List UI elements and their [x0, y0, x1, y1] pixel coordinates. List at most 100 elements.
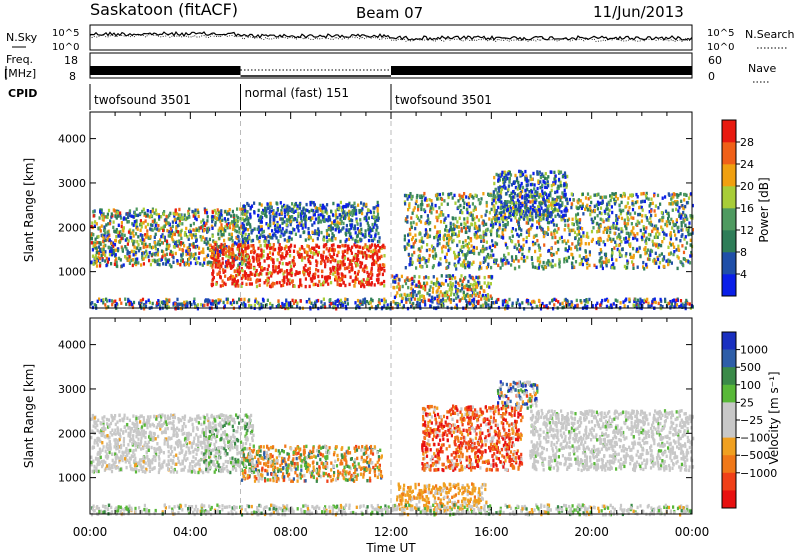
- heatmap-cell: [167, 221, 170, 225]
- heatmap-cell: [232, 263, 235, 267]
- heatmap-cell: [466, 216, 469, 221]
- heatmap-cell: [644, 194, 648, 198]
- heatmap-cell: [554, 207, 557, 211]
- heatmap-cell: [544, 199, 547, 203]
- heatmap-cell: [336, 267, 339, 271]
- heatmap-cell: [536, 191, 539, 195]
- heatmap-cell: [432, 264, 435, 268]
- heatmap-cell: [606, 207, 609, 211]
- heatmap-cell: [480, 266, 483, 270]
- heatmap-cell: [538, 212, 541, 217]
- heatmap-cell: [446, 290, 449, 294]
- heatmap-cell: [443, 233, 447, 237]
- heatmap-cell: [108, 238, 111, 242]
- heatmap-cell: [278, 243, 281, 247]
- heatmap-cell: [371, 273, 374, 277]
- heatmap-cell: [673, 245, 676, 249]
- heatmap-cell: [114, 259, 117, 263]
- heatmap-cell: [492, 192, 495, 197]
- heatmap-cell: [512, 259, 515, 263]
- heatmap-cell: [554, 263, 557, 267]
- heatmap-cell: [288, 239, 291, 243]
- heatmap-cell: [269, 271, 272, 275]
- heatmap-cell: [212, 217, 215, 221]
- heatmap-cell: [307, 227, 310, 231]
- heatmap-cell: [408, 205, 411, 209]
- heatmap-cell: [278, 212, 281, 217]
- heatmap-cell: [478, 290, 481, 295]
- heatmap-cell: [161, 255, 164, 259]
- heatmap-cell: [313, 221, 316, 225]
- heatmap-cell: [207, 260, 210, 264]
- heatmap-cell: [260, 227, 263, 232]
- heatmap-cell: [551, 235, 554, 240]
- heatmap-cell: [246, 265, 249, 269]
- heatmap-cell: [288, 281, 291, 286]
- heatmap-cell: [416, 258, 419, 262]
- heatmap-cell: [314, 231, 317, 236]
- heatmap-cell: [283, 275, 286, 279]
- heatmap-cell: [538, 201, 541, 205]
- heatmap-cell: [455, 255, 458, 259]
- heatmap-cell: [244, 227, 247, 232]
- heatmap-cell: [436, 238, 439, 242]
- heatmap-cell: [97, 234, 100, 239]
- heatmap-cell: [317, 245, 321, 249]
- heatmap-cell: [108, 252, 111, 257]
- heatmap-cell: [598, 226, 601, 230]
- heatmap-cell: [196, 307, 199, 311]
- heatmap-cell: [112, 220, 115, 224]
- heatmap-cell: [194, 216, 197, 220]
- heatmap-cell: [290, 267, 293, 272]
- heatmap-cell: [567, 217, 571, 221]
- heatmap-cell: [552, 252, 555, 257]
- heatmap-cell: [642, 191, 645, 196]
- nave-tick-right-bottom: 0: [708, 70, 715, 83]
- heatmap-cell: [157, 249, 160, 254]
- heatmap-cell: [658, 219, 661, 223]
- heatmap-cell: [555, 208, 558, 212]
- heatmap-cell: [222, 270, 225, 274]
- heatmap-cell: [187, 209, 190, 214]
- heatmap-cell: [344, 304, 347, 309]
- heatmap-cell: [471, 194, 474, 199]
- heatmap-cell: [108, 249, 112, 254]
- heatmap-cell: [531, 261, 534, 266]
- heatmap-cell: [610, 195, 613, 199]
- heatmap-cell: [308, 266, 311, 271]
- heatmap-cell: [289, 215, 292, 219]
- heatmap-cell: [517, 203, 520, 207]
- heatmap-cell: [148, 215, 151, 219]
- heatmap-cell: [453, 193, 456, 198]
- heatmap-cell: [649, 250, 652, 254]
- heatmap-cell: [329, 228, 333, 232]
- heatmap-cell: [467, 235, 470, 240]
- heatmap-cell: [231, 282, 234, 286]
- heatmap-cell: [218, 259, 221, 263]
- heatmap-cell: [221, 257, 224, 261]
- heatmap-cell: [304, 277, 307, 281]
- heatmap-cell: [305, 250, 308, 254]
- heatmap-cell: [104, 238, 107, 243]
- heatmap-cell: [132, 242, 135, 246]
- heatmap-cell: [266, 283, 269, 287]
- freq-label-1: Freq.: [6, 53, 33, 66]
- heatmap-cell: [273, 232, 276, 236]
- heatmap-cell: [415, 195, 418, 200]
- heatmap-cell: [365, 280, 368, 284]
- heatmap-cell: [353, 257, 356, 261]
- heatmap-cell: [518, 226, 521, 231]
- heatmap-cell: [667, 217, 670, 221]
- heatmap-cell: [332, 258, 335, 262]
- heatmap-cell: [451, 196, 454, 200]
- heatmap-cell: [463, 217, 466, 221]
- heatmap-cell: [636, 238, 639, 242]
- heatmap-cell: [560, 195, 563, 200]
- heatmap-cell: [269, 223, 272, 228]
- heatmap-cell: [291, 202, 294, 206]
- heatmap-cell: [355, 219, 358, 223]
- heatmap-cell: [154, 223, 157, 228]
- heatmap-cell: [511, 239, 514, 244]
- heatmap-cell: [151, 209, 154, 213]
